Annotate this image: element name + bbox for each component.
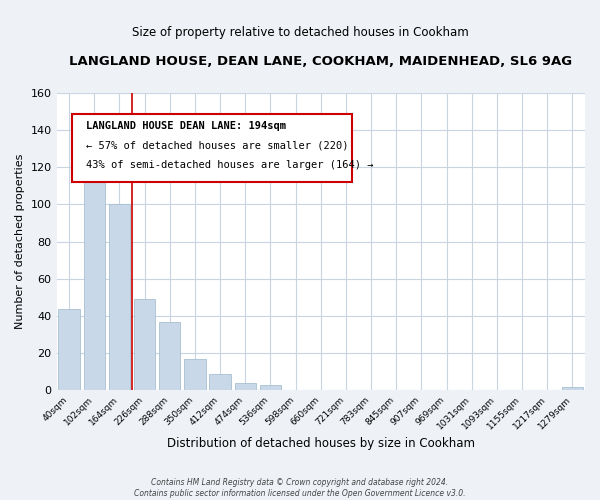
Bar (235, 383, 256, 390)
Bar (184, 359, 206, 390)
Y-axis label: Number of detached properties: Number of detached properties (15, 154, 25, 330)
Bar (562, 386, 583, 390)
X-axis label: Distribution of detached houses by size in Cookham: Distribution of detached houses by size … (167, 437, 475, 450)
Text: LANGLAND HOUSE DEAN LANE: 194sqm: LANGLAND HOUSE DEAN LANE: 194sqm (86, 121, 286, 131)
Text: 43% of semi-detached houses are larger (164) →: 43% of semi-detached houses are larger (… (86, 160, 373, 170)
Bar (260, 385, 281, 390)
Text: Contains HM Land Registry data © Crown copyright and database right 2024.
Contai: Contains HM Land Registry data © Crown c… (134, 478, 466, 498)
FancyBboxPatch shape (73, 114, 352, 182)
Bar (58, 308, 80, 390)
Text: ← 57% of detached houses are smaller (220): ← 57% of detached houses are smaller (22… (86, 140, 348, 150)
Bar (159, 322, 181, 390)
Bar (83, 158, 105, 390)
Text: Size of property relative to detached houses in Cookham: Size of property relative to detached ho… (131, 26, 469, 39)
Bar (109, 204, 130, 390)
Title: LANGLAND HOUSE, DEAN LANE, COOKHAM, MAIDENHEAD, SL6 9AG: LANGLAND HOUSE, DEAN LANE, COOKHAM, MAID… (69, 55, 572, 68)
Bar (209, 374, 231, 390)
Bar (134, 300, 155, 390)
